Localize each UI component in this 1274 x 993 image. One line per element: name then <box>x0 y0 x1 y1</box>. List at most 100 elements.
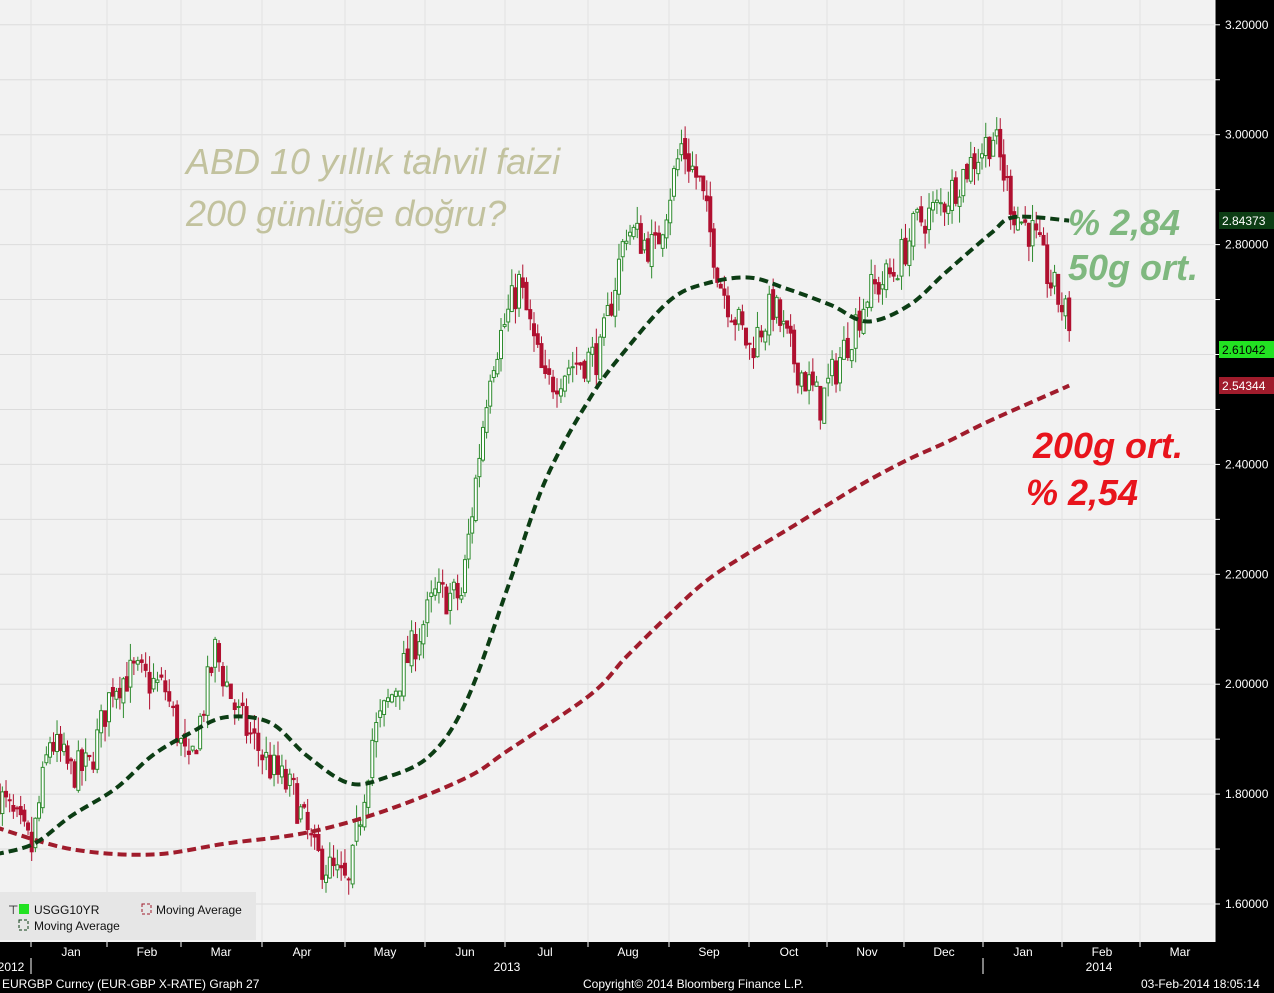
candle <box>679 129 684 162</box>
candle <box>578 361 583 370</box>
candle <box>346 876 351 895</box>
candle <box>291 773 296 795</box>
candle <box>466 518 471 569</box>
candle <box>155 671 160 692</box>
candle <box>275 741 280 784</box>
value-tag-last-price: 2.61042 <box>1219 341 1274 358</box>
candle <box>217 640 222 672</box>
candle <box>244 698 249 744</box>
legend-item-price: USGG10YR <box>34 903 100 917</box>
candle <box>366 779 371 818</box>
candle <box>755 311 760 358</box>
candle <box>938 188 943 216</box>
candle <box>163 669 168 701</box>
candle <box>425 591 430 637</box>
footer-timestamp: 03-Feb-2014 18:05:14 <box>1141 977 1260 991</box>
candle <box>401 640 406 702</box>
moving-average-200-line <box>0 383 1071 857</box>
candle <box>524 277 529 311</box>
candle <box>462 554 467 597</box>
candle <box>635 206 640 239</box>
candle <box>362 794 367 831</box>
candle <box>818 385 823 430</box>
candle <box>513 273 518 324</box>
candle <box>272 744 277 787</box>
x-tick-label: Apr <box>293 945 312 959</box>
candle <box>131 657 136 676</box>
candle <box>646 231 651 264</box>
candle <box>671 165 676 201</box>
candle <box>1037 218 1042 238</box>
candle <box>664 214 669 249</box>
candle <box>934 189 939 214</box>
value-tag-ma200: 2.54344 <box>1219 377 1274 394</box>
candle <box>409 620 414 673</box>
candle <box>339 851 344 881</box>
candle <box>574 346 579 375</box>
candle <box>91 751 96 774</box>
candle <box>256 717 261 767</box>
candle <box>686 138 691 183</box>
legend-swatch-ma200 <box>141 903 152 915</box>
candle <box>190 745 195 753</box>
value-tag-ma50: 2.84373 <box>1219 212 1274 229</box>
legend-item-ma200: Moving Average <box>156 903 242 917</box>
candle <box>171 701 176 717</box>
candle <box>980 143 985 170</box>
candle <box>841 326 846 360</box>
x-tick-label: Oct <box>780 945 799 959</box>
candle <box>327 842 332 879</box>
candle <box>143 652 148 678</box>
candle <box>287 768 292 797</box>
candle <box>785 320 790 334</box>
footer-security: EURGBP Curncy (EUR-GBP X-RATE) Graph 27 <box>2 977 260 991</box>
candle <box>209 666 214 677</box>
chart-title: ABD 10 yıllık tahvil faizi <box>184 141 561 182</box>
candle <box>198 713 203 752</box>
candle <box>232 699 237 725</box>
candle <box>535 324 540 348</box>
candle <box>509 269 514 313</box>
x-tick-label: Jun <box>455 945 474 959</box>
candle <box>295 777 300 824</box>
x-tick-label: Mar <box>211 945 232 959</box>
candle <box>413 622 418 672</box>
candle <box>283 759 288 793</box>
candle <box>983 122 988 168</box>
candle <box>562 374 567 398</box>
candle <box>1034 211 1039 239</box>
candle <box>857 296 862 338</box>
candle <box>649 219 654 279</box>
x-axis-bg <box>0 942 1274 993</box>
annotation-ma200-label: 200g ort. <box>1032 425 1183 466</box>
candle <box>555 378 560 408</box>
candle <box>1063 295 1068 330</box>
candles <box>0 117 1072 895</box>
candle <box>814 375 819 387</box>
candle <box>660 233 665 257</box>
candle <box>767 285 772 346</box>
candle <box>668 188 673 236</box>
legend-swatch-ma50 <box>18 919 29 931</box>
candle <box>792 324 797 373</box>
candle <box>103 710 108 742</box>
candle <box>1059 292 1064 321</box>
candle <box>998 118 1003 171</box>
candle <box>830 350 835 386</box>
footer-copyright: Copyright© 2014 Bloomberg Finance L.P. <box>583 977 804 991</box>
x-tick-label: Jan <box>61 945 80 959</box>
candle <box>1048 269 1053 297</box>
x-tick-label: Mar <box>1170 945 1191 959</box>
candle <box>907 228 912 277</box>
y-tick-label: 1.80000 <box>1225 787 1269 801</box>
annotation-ma50-label: 50g ort. <box>1068 247 1198 288</box>
y-tick-label: 1.60000 <box>1225 897 1269 911</box>
candle <box>942 201 947 226</box>
value-tag-ma200-text: 2.54344 <box>1222 379 1266 393</box>
candle <box>302 801 307 810</box>
candle <box>342 849 347 879</box>
x-year-label: 2013 <box>494 960 521 974</box>
candle <box>1056 273 1061 313</box>
x-tick-label: Feb <box>137 945 158 959</box>
